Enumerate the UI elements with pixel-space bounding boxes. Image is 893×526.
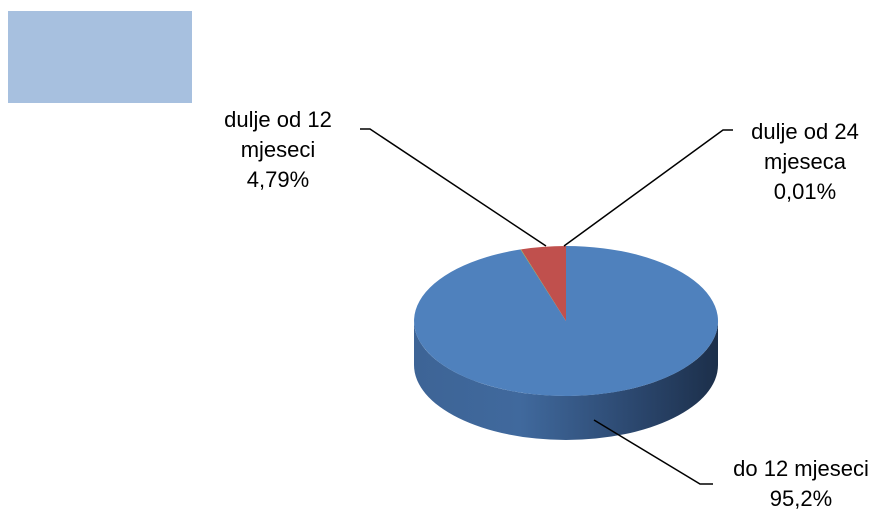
data-label-slice-0-line1: do 12 mjeseci bbox=[733, 456, 869, 481]
leader-line-slice-0 bbox=[593, 419, 713, 485]
data-label-slice-2-line2: mjeseca bbox=[764, 149, 846, 174]
data-label-slice-2: dulje od 24 mjeseca 0,01% bbox=[728, 117, 882, 207]
data-label-slice-1: dulje od 12 mjeseci 4,79% bbox=[196, 105, 360, 195]
leader-line-slice-2 bbox=[563, 129, 733, 247]
data-label-slice-1-line2: mjeseci bbox=[240, 137, 316, 162]
pie-slice-0 bbox=[414, 246, 719, 396]
pie-slice-1 bbox=[520, 246, 566, 321]
data-label-slice-0-percent: 95,2% bbox=[769, 486, 833, 511]
data-label-slice-0: do 12 mjeseci 95,2% bbox=[712, 454, 890, 514]
data-label-slice-1-line1: dulje od 12 bbox=[224, 107, 332, 132]
pie-side-wall bbox=[414, 321, 718, 440]
data-label-slice-1-percent: 4,79% bbox=[246, 167, 310, 192]
legend-swatch bbox=[8, 11, 192, 103]
data-label-slice-2-percent: 0,01% bbox=[773, 179, 837, 204]
data-label-slice-2-line1: dulje od 24 bbox=[751, 119, 859, 144]
pie-slice-2 bbox=[520, 249, 566, 321]
leader-line-slice-1 bbox=[360, 128, 547, 247]
